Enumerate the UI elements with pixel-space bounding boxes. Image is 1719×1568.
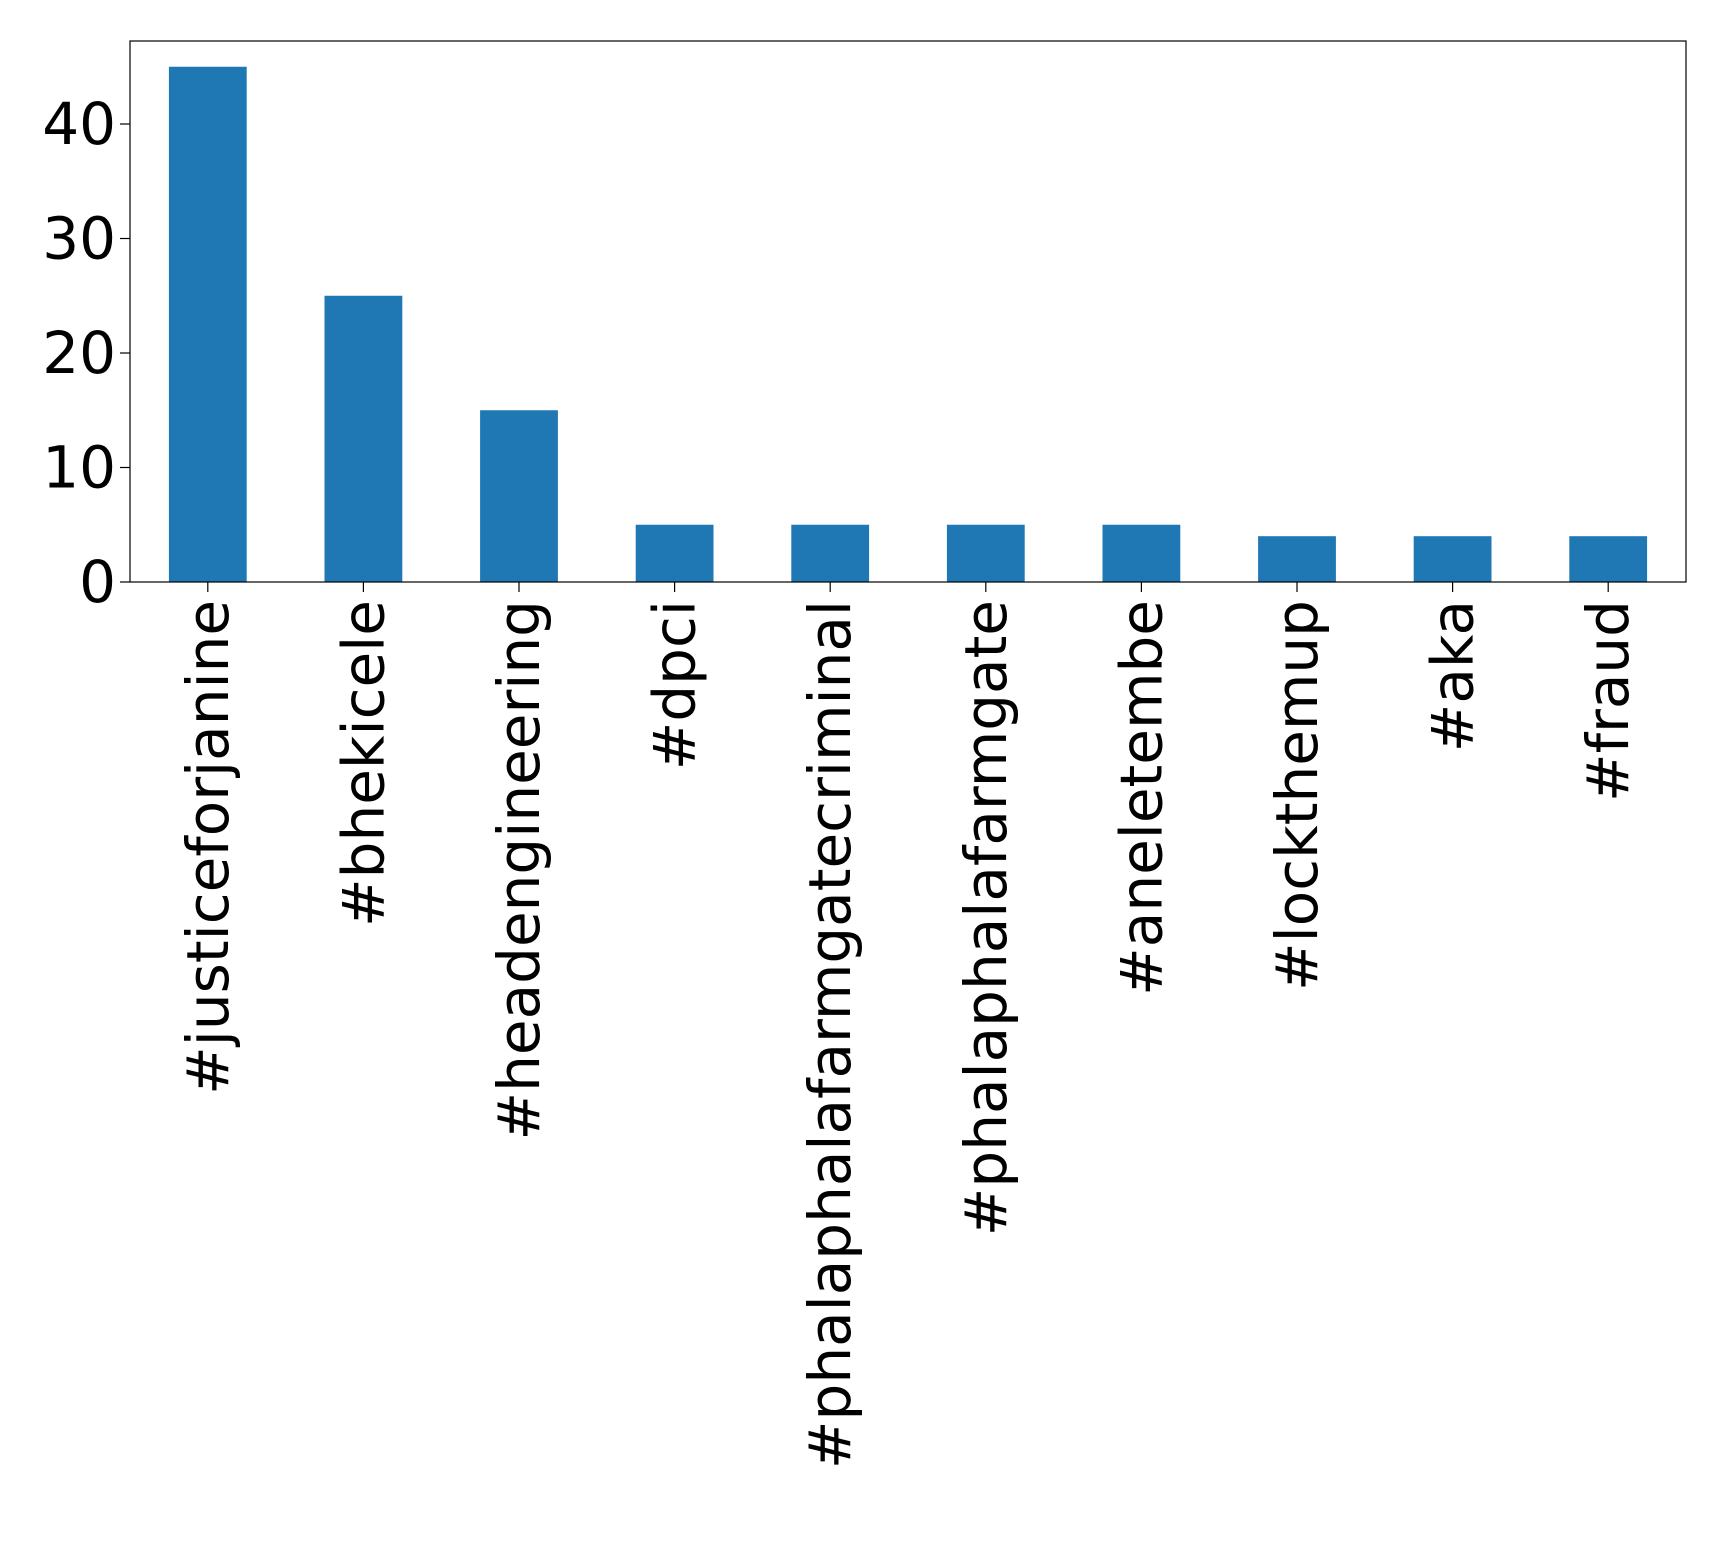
bar-justiceforjanine	[168, 66, 247, 582]
x-axis-ticks: #justiceforjanine #bhekicele #headengineer…	[174, 582, 1642, 1469]
x-tick-label: #bhekicele	[329, 600, 397, 927]
y-tick-label: 30	[42, 205, 116, 273]
bars	[168, 66, 1648, 582]
x-tick-label: #headengineering	[485, 600, 553, 1140]
bar-headengineering	[480, 410, 558, 582]
bar-aneletembe	[1102, 524, 1181, 582]
x-tick-label: #fraud	[1574, 600, 1642, 802]
y-tick-label: 40	[42, 90, 116, 158]
y-axis-ticks: 0 10 20 30 40	[42, 90, 130, 616]
y-tick-label: 0	[79, 548, 116, 616]
bar-phalaphalafarmgate	[946, 524, 1025, 582]
bar-phalaphalafarmgatecriminal	[791, 524, 870, 582]
bar-lockthemup	[1258, 536, 1336, 582]
y-tick-label: 10	[42, 434, 116, 502]
bar-aka	[1413, 536, 1492, 582]
plot-frame	[129, 40, 1687, 583]
axes	[129, 40, 1687, 583]
x-tick-label: #dpci	[641, 600, 709, 770]
x-tick-label: #phalaphalafarmgatecriminal	[796, 600, 864, 1469]
x-tick-label: #justiceforjanine	[174, 600, 242, 1095]
x-tick-label: #phalaphalafarmgate	[952, 600, 1020, 1236]
x-tick-label: #aka	[1419, 600, 1487, 752]
bar-dpci	[635, 524, 714, 582]
y-tick-label: 20	[42, 319, 116, 387]
x-tick-label: #aneletembe	[1107, 600, 1175, 996]
bar-bhekicele	[324, 295, 403, 582]
x-tick-label: #lockthemup	[1263, 600, 1331, 991]
bar-fraud	[1569, 536, 1648, 582]
